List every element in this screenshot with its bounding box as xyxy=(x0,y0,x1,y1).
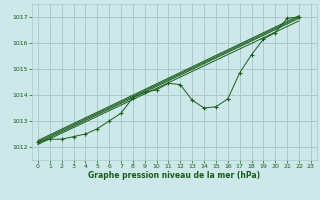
X-axis label: Graphe pression niveau de la mer (hPa): Graphe pression niveau de la mer (hPa) xyxy=(88,171,260,180)
